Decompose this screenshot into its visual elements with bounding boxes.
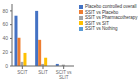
html-text:SSIT vs SIT: SSIT vs SIT bbox=[85, 20, 109, 26]
html-text:Placebo controlled overall: Placebo controlled overall bbox=[85, 4, 137, 9]
html-text:SSIT vs Pharmacotherapy: SSIT vs Pharmacotherapy bbox=[85, 15, 138, 20]
svg-text:SCIT vsSLIT: SCIT vsSLIT bbox=[56, 70, 73, 80]
svg-text:60: 60 bbox=[8, 21, 9, 27]
svg-text:20: 20 bbox=[8, 49, 9, 55]
html-text:SSIT vs Placebo: SSIT vs Placebo bbox=[85, 9, 119, 15]
svg-text:SLIT: SLIT bbox=[38, 70, 48, 75]
svg-text:80: 80 bbox=[8, 8, 9, 14]
svg-text:0: 0 bbox=[8, 63, 9, 69]
svg-text:40: 40 bbox=[8, 35, 9, 41]
html-text:SSIT vs Nothing: SSIT vs Nothing bbox=[85, 26, 118, 31]
svg-text:SCIT: SCIT bbox=[17, 70, 28, 75]
